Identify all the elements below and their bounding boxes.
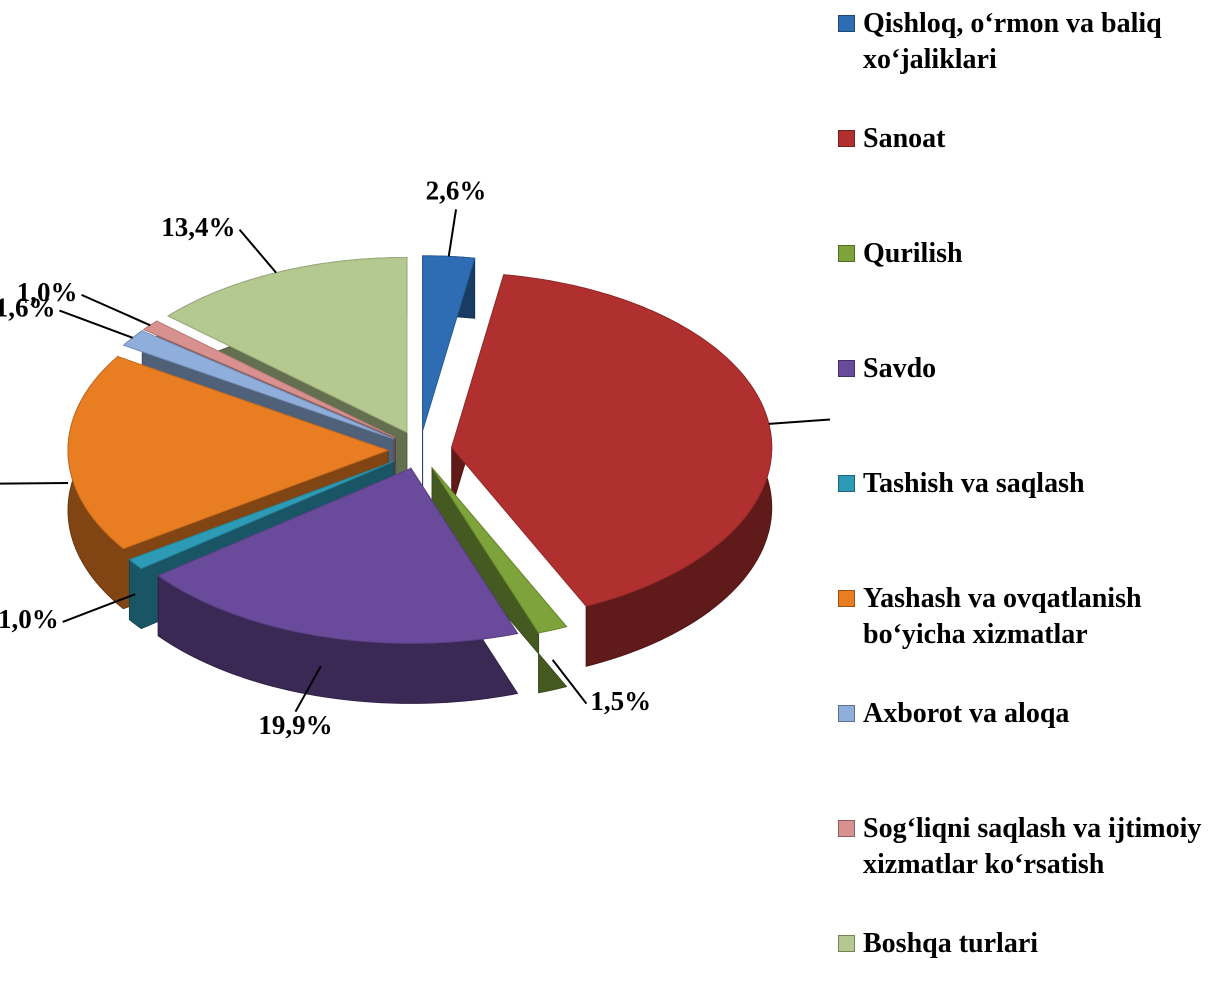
legend-swatch (838, 245, 855, 262)
legend-label: Sanoat (863, 123, 946, 154)
slice (451, 274, 773, 607)
slice (128, 460, 395, 570)
slice (157, 467, 519, 644)
slice (167, 256, 408, 434)
legend-item: Savdo (838, 351, 1218, 387)
legend-item: Qishloq, o‘rmon va baliq xo‘jaliklari (838, 6, 1218, 78)
legend-label: Savdo (863, 353, 937, 384)
leader-line (59, 309, 133, 339)
slice (67, 355, 390, 550)
slice (142, 320, 396, 439)
leader-line (294, 665, 322, 713)
slice (431, 467, 568, 634)
legend-swatch (838, 590, 855, 607)
legend-item: Tashish va saqlash (838, 466, 1218, 502)
legend-item: Qurilish (838, 236, 1218, 272)
legend-item: Sanoat (838, 121, 1218, 157)
legend-swatch (838, 130, 855, 147)
legend-label: Axborot va aloqa (863, 698, 1070, 729)
legend-label: Sog‘liqni saqlash va ijtimoiy xizmatlar … (863, 813, 1202, 880)
legend-label: Qishloq, o‘rmon va baliq xo‘jaliklari (863, 8, 1162, 75)
legend-swatch (838, 360, 855, 377)
leader-line (551, 659, 588, 705)
data-label: 13,4% (161, 212, 235, 242)
data-label: 1,5% (590, 686, 651, 716)
legend-swatch (838, 820, 855, 837)
leader-line (447, 209, 458, 257)
data-label: 1,6% (0, 293, 56, 323)
legend-label: Yashash va ovqatlanish bo‘yicha xizmatla… (863, 583, 1142, 650)
legend-item: Axborot va aloqa (838, 696, 1218, 732)
leader-line (62, 593, 136, 623)
data-label: 19,9% (258, 710, 332, 740)
data-label: 2,6% (426, 176, 487, 206)
legend-swatch (838, 15, 855, 32)
leader-line (768, 418, 830, 425)
data-label: 1,0% (0, 604, 59, 634)
legend-item: Boshqa turlari (838, 926, 1218, 962)
legend-label: Qurilish (863, 238, 963, 269)
legend-label: Boshqa turlari (863, 928, 1039, 959)
data-label: 1,0% (17, 277, 78, 307)
legend-item: Sog‘liqni saqlash va ijtimoiy xizmatlar … (838, 811, 1218, 883)
legend-label: Tashish va saqlash (863, 468, 1085, 499)
chart: 2,6%40,5%1,5%19,9%1,0%18,5%1,6%1,0%13,4% (0, 176, 830, 740)
leader-line (0, 482, 69, 485)
legend-item: Yashash va ovqatlanish bo‘yicha xizmatla… (838, 581, 1218, 653)
slice (422, 255, 476, 432)
legend-swatch (838, 935, 855, 952)
slice (122, 330, 395, 440)
legend-swatch (838, 475, 855, 492)
legend-swatch (838, 705, 855, 722)
leader-line (81, 293, 151, 327)
leader-line (238, 228, 277, 274)
